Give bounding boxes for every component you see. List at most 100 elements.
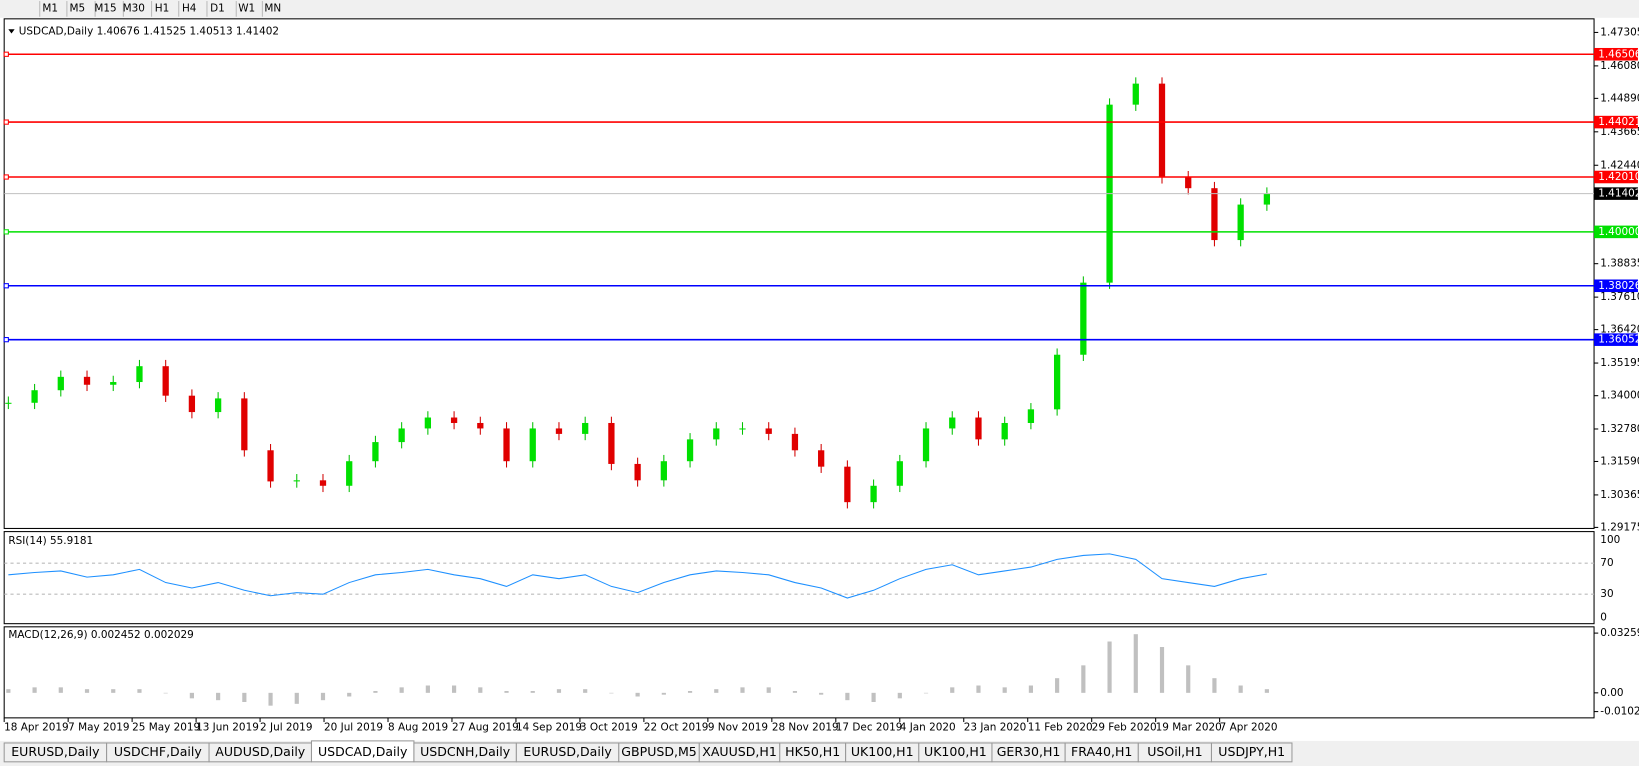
timeframe-button[interactable]: H1 — [155, 2, 169, 14]
y-tick-label: 1.29175 — [1600, 521, 1639, 533]
candle — [1001, 422, 1008, 440]
candle — [319, 480, 327, 486]
y-tick-label: 70 — [1600, 557, 1613, 569]
candle — [844, 466, 851, 503]
y-tick-label: 1.38835 — [1600, 258, 1639, 270]
tab-label[interactable]: AUDUSD,Daily — [215, 744, 305, 759]
level-anchor — [3, 174, 9, 180]
y-tick-label: -0.010227 — [1600, 706, 1639, 718]
candle — [110, 382, 117, 385]
candle — [1080, 282, 1087, 355]
macd-bar — [373, 691, 378, 693]
y-tick-label: 1.47305 — [1600, 26, 1639, 38]
tab-label[interactable]: GBPUSD,M5 — [621, 744, 696, 759]
candle — [346, 461, 353, 486]
level-anchor — [3, 51, 9, 57]
candle — [1158, 83, 1166, 178]
level-price-label: 1.36052 — [1598, 334, 1639, 346]
tab-label[interactable]: GER30,H1 — [997, 744, 1061, 759]
y-tick-label: 1.36420 — [1600, 324, 1639, 336]
macd-bar — [1186, 665, 1191, 693]
y-tick-label: 1.42440 — [1600, 159, 1639, 171]
candle — [634, 463, 641, 481]
macd-bar — [242, 692, 247, 703]
macd-header: MACD(12,26,9) 0.002452 0.002029 — [8, 629, 193, 641]
candle — [162, 366, 169, 396]
macd-bar — [1002, 687, 1007, 693]
candle — [791, 433, 799, 451]
x-tick-label: 7 Apr 2020 — [1220, 721, 1278, 733]
macd-bar — [1264, 689, 1269, 693]
macd-bar — [871, 692, 876, 703]
y-tick-label: 100 — [1600, 534, 1620, 546]
tab-label[interactable]: USDCHF,Daily — [114, 744, 202, 759]
x-tick-label: 18 Apr 2019 — [4, 721, 69, 733]
timeframe-button[interactable]: MN — [264, 2, 281, 14]
level-price-box — [1594, 170, 1638, 184]
timeframe-button[interactable]: D1 — [210, 2, 225, 14]
x-tick-label: 27 Aug 2019 — [452, 721, 519, 733]
macd-bar — [216, 692, 221, 701]
tab-label[interactable]: XAUUSD,H1 — [702, 744, 777, 759]
timeframe-button[interactable]: H4 — [182, 2, 197, 14]
level-anchor — [3, 229, 9, 235]
tab-label[interactable]: UK100,H1 — [924, 744, 987, 759]
tab-label[interactable]: USDCNH,Daily — [420, 744, 511, 759]
x-tick-label: 8 Aug 2019 — [388, 721, 448, 733]
macd-bar — [478, 687, 483, 693]
candle — [1132, 83, 1139, 105]
macd-bar — [399, 687, 404, 693]
macd-bar — [845, 692, 850, 701]
y-tick-label: 1.43665 — [1600, 126, 1639, 138]
tab-label[interactable]: UK100,H1 — [851, 744, 914, 759]
toolbar — [0, 0, 1639, 18]
x-tick-label: 7 May 2019 — [68, 721, 129, 733]
level-price-box — [1594, 47, 1638, 61]
macd-bar — [897, 692, 902, 699]
candle — [1185, 177, 1192, 189]
macd-bar — [1107, 641, 1112, 693]
level-price-label: 1.46506 — [1598, 48, 1639, 60]
macd-bar — [661, 692, 666, 695]
x-tick-label: 29 Feb 2020 — [1092, 721, 1157, 733]
macd-bar — [792, 691, 798, 693]
timeframe-button[interactable]: W1 — [238, 2, 255, 14]
x-tick-label: 20 Jul 2019 — [324, 721, 383, 733]
macd-bar — [189, 692, 194, 699]
level-price-label: 1.40000 — [1598, 226, 1639, 238]
candle — [214, 398, 222, 413]
tab-label[interactable]: FRA40,H1 — [1071, 744, 1132, 759]
candle — [686, 439, 694, 462]
candle — [529, 428, 536, 462]
timeframe-button[interactable]: M30 — [123, 2, 145, 14]
tab[interactable] — [1210, 742, 1293, 763]
tab-label[interactable]: USDJPY,H1 — [1218, 744, 1285, 759]
macd-bar — [1212, 678, 1217, 693]
macd-bar — [583, 689, 588, 693]
timeframe-button[interactable]: M1 — [42, 2, 58, 14]
macd-bar — [451, 685, 457, 693]
timeframe-button[interactable]: M5 — [70, 2, 86, 14]
candle — [896, 461, 903, 486]
tab-label[interactable]: USDCAD,Daily — [318, 744, 408, 759]
macd-bar — [1238, 685, 1243, 693]
candle — [267, 450, 274, 482]
candle — [424, 417, 432, 429]
tab-label[interactable]: HK50,H1 — [785, 744, 840, 759]
tab-label[interactable]: EURUSD,Daily — [11, 744, 100, 759]
tab-label[interactable]: USOil,H1 — [1147, 744, 1202, 759]
timeframe-button[interactable]: M15 — [94, 2, 116, 14]
candle — [31, 390, 38, 403]
tab-label[interactable]: EURUSD,Daily — [523, 744, 612, 759]
macd-bar — [740, 687, 745, 693]
y-tick-label: 1.35195 — [1600, 357, 1639, 369]
x-tick-label: 11 Feb 2020 — [1028, 721, 1093, 733]
macd-bar — [635, 692, 640, 697]
y-tick-label: 1.31590 — [1600, 455, 1639, 467]
x-tick-label: 28 Nov 2019 — [772, 721, 839, 733]
macd-bar — [530, 691, 535, 693]
rsi-header: RSI(14) 55.9181 — [8, 535, 93, 547]
macd-bar — [137, 689, 142, 693]
macd-bar — [84, 689, 90, 693]
